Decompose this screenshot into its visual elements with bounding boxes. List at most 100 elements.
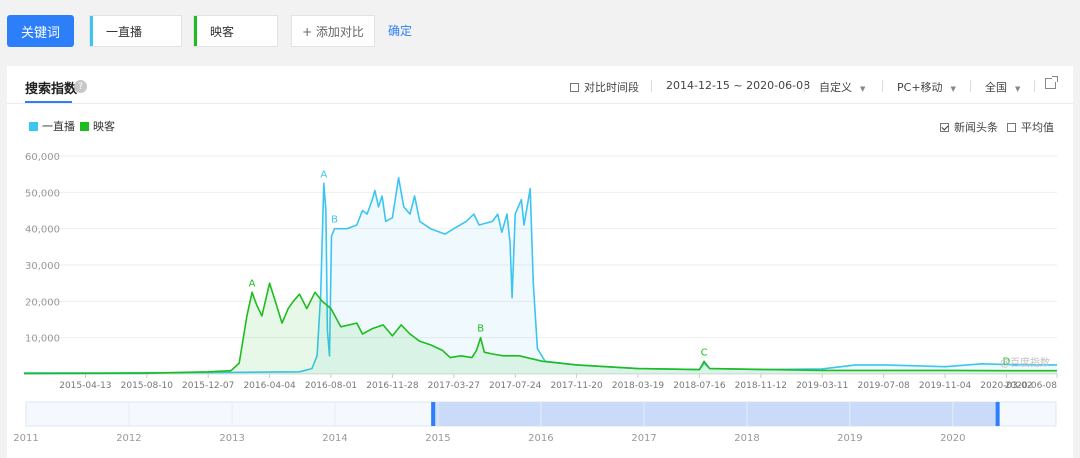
caret-down-icon: ▼ xyxy=(950,85,956,93)
x-tick-label: 2018-11-12 xyxy=(735,381,787,391)
legend-series2[interactable]: 映客 xyxy=(80,118,115,134)
caret-down-icon: ▼ xyxy=(860,85,866,93)
add-compare-button[interactable]: + 添加对比 xyxy=(291,15,375,47)
navigator-year-label: 2016 xyxy=(528,433,553,444)
x-tick-label: 2018-03-19 xyxy=(612,381,665,391)
x-tick-label: 2015-08-10 xyxy=(121,381,174,391)
custom-label: 自定义 xyxy=(819,81,852,94)
region-select[interactable]: 全国 ▼ xyxy=(985,79,1020,95)
x-tick-label: 2016-04-04 xyxy=(243,381,296,391)
keyword-button[interactable]: 关键词 xyxy=(7,15,74,47)
separator xyxy=(651,80,652,92)
news-headlines-label: 新闻头条 xyxy=(954,121,998,134)
chart-grid xyxy=(24,155,1057,375)
device-label: PC+移动 xyxy=(897,81,943,94)
navigator-year-label: 2020 xyxy=(940,433,965,444)
tab-underline xyxy=(25,101,72,103)
keyword-input-1[interactable]: 一直播 xyxy=(89,15,182,47)
series-line-2 xyxy=(23,282,1057,375)
checkbox-icon xyxy=(1007,123,1016,132)
y-tick-label: 60,000 xyxy=(25,152,60,163)
annotation-label: B xyxy=(331,215,338,226)
time-navigator[interactable]: 2011 2012 2013 2014 2015 2016 2017 2018 2019 2020 xyxy=(13,401,1057,444)
legend-swatch xyxy=(29,121,38,131)
x-tick-label: 2015-12-07 xyxy=(182,381,234,391)
external-link-icon[interactable] xyxy=(1045,76,1058,89)
keyword2-color-bar xyxy=(194,16,197,46)
legend-label: 映客 xyxy=(93,120,115,133)
legend-label: 一直播 xyxy=(42,120,75,133)
navigator-selection xyxy=(433,402,998,426)
x-axis: 2015-04-13 2015-08-10 2015-12-07 2016-04-04… xyxy=(59,374,1058,391)
legend-swatch xyxy=(80,121,89,131)
navigator-left-handle xyxy=(431,402,436,426)
separator xyxy=(804,80,805,92)
keyword2-text: 映客 xyxy=(210,24,235,39)
y-tick-label: 40,000 xyxy=(25,225,60,236)
y-tick-label: 20,000 xyxy=(25,297,60,308)
top-toolbar: 关键词 一直播 映客 + 添加对比 确定 xyxy=(0,0,1080,64)
chart-annotations: A B A B C D xyxy=(249,169,1011,367)
x-tick-label: 2017-11-20 xyxy=(550,381,603,391)
keyword1-color-bar xyxy=(90,16,93,46)
help-icon[interactable]: ? xyxy=(74,80,87,93)
y-tick-label: 50,000 xyxy=(25,188,60,199)
keyword1-text: 一直播 xyxy=(106,24,143,39)
annotation-label: A xyxy=(249,278,256,289)
navigator-year-label: 2015 xyxy=(425,433,450,444)
series-line-1 xyxy=(24,177,1058,374)
navigator-year-label: 2019 xyxy=(837,433,862,444)
watermark: @百度指数 xyxy=(1000,356,1050,369)
y-tick-label: 30,000 xyxy=(25,261,60,272)
series-area-1 xyxy=(24,177,1057,374)
confirm-link[interactable]: 确定 xyxy=(388,24,413,38)
x-tick-label: 2019-03-11 xyxy=(796,381,848,391)
news-headlines-checkbox[interactable]: 新闻头条 xyxy=(940,119,998,135)
x-tick-label: 2020-06-08 xyxy=(1005,381,1058,391)
search-index-panel: 搜索指数 ? 对比时间段 2014-12-15 ~ 2020-06-08 自定义… xyxy=(7,66,1073,458)
separator xyxy=(882,80,883,92)
device-select[interactable]: PC+移动 ▼ xyxy=(897,79,956,95)
series-area-2 xyxy=(24,283,1057,374)
separator xyxy=(1034,80,1035,92)
separator xyxy=(970,80,971,92)
keyword-input-2[interactable]: 映客 xyxy=(193,15,278,47)
annotation-label: A xyxy=(320,169,327,180)
tab-divider xyxy=(7,103,1073,104)
region-label: 全国 xyxy=(985,81,1007,94)
x-tick-label: 2019-07-08 xyxy=(857,381,910,391)
x-tick-label: 2018-07-16 xyxy=(673,381,726,391)
annotation-label: D xyxy=(1003,357,1011,368)
x-tick-label: 2017-03-27 xyxy=(428,381,480,391)
checkbox-checked-icon xyxy=(940,123,949,132)
annotation-label: B xyxy=(477,324,484,335)
navigator-year-label: 2014 xyxy=(322,433,347,444)
average-checkbox[interactable]: 平均值 xyxy=(1007,119,1054,135)
x-tick-label: 2016-08-01 xyxy=(305,381,357,391)
compare-period-checkbox[interactable]: 对比时间段 xyxy=(570,79,639,95)
annotation-label: C xyxy=(701,347,708,358)
navigator-year-label: 2017 xyxy=(631,433,656,444)
x-tick-label: 2019-11-04 xyxy=(919,381,972,391)
navigator-year-label: 2018 xyxy=(734,433,759,444)
compare-period-label: 对比时间段 xyxy=(584,81,639,94)
navigator-year-label: 2011 xyxy=(13,433,38,444)
caret-down-icon: ▼ xyxy=(1015,85,1021,93)
average-label: 平均值 xyxy=(1021,121,1054,134)
custom-select[interactable]: 自定义 ▼ xyxy=(819,79,865,95)
navigator-right-handle xyxy=(995,402,1000,426)
y-axis: 60,000 50,000 40,000 30,000 20,000 10,000 xyxy=(25,152,60,345)
navigator-year-label: 2013 xyxy=(219,433,244,444)
x-tick-label: 2017-07-24 xyxy=(489,381,542,391)
legend-series1[interactable]: 一直播 xyxy=(29,118,75,134)
tab-search-index[interactable]: 搜索指数 xyxy=(25,82,78,97)
x-tick-label: 2016-11-28 xyxy=(366,381,419,391)
date-range[interactable]: 2014-12-15 ~ 2020-06-08 xyxy=(666,79,811,92)
checkbox-icon xyxy=(570,83,579,92)
x-tick-label: 2020-03-02 xyxy=(980,381,1032,391)
x-tick-label: 2015-04-13 xyxy=(59,381,111,391)
chart-series xyxy=(23,177,1058,375)
y-tick-label: 10,000 xyxy=(25,334,60,345)
navigator-year-label: 2012 xyxy=(116,433,141,444)
